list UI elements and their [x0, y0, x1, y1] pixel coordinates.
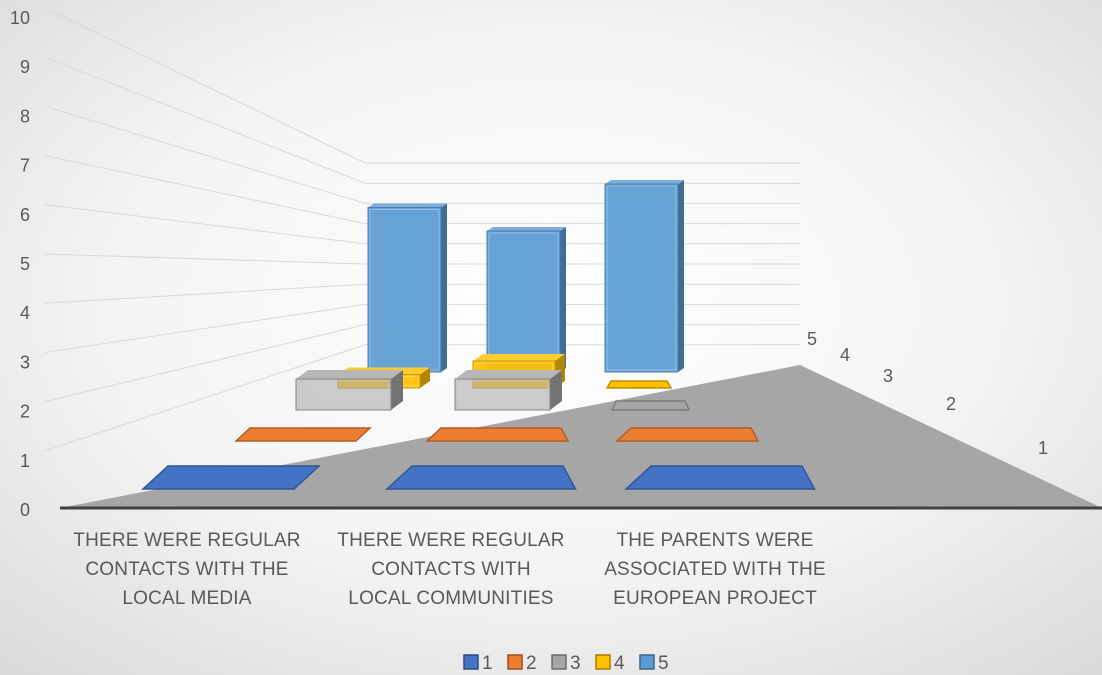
legend-item: 5 — [639, 653, 669, 674]
category-labels: THERE WERE REGULAR CONTACTS WITH THE LOCAL… — [73, 530, 826, 609]
depth-label: 1 — [1038, 438, 1048, 458]
bar-front — [604, 183, 679, 373]
bar-highlight — [606, 185, 677, 371]
bar-series-1 — [385, 465, 577, 490]
bar-footprint — [141, 465, 321, 490]
bar-series-2 — [615, 427, 760, 442]
bar-footprint — [615, 427, 760, 442]
category-label: CONTACTS WITH — [371, 559, 531, 580]
bar-side — [391, 370, 403, 410]
legend-swatch — [639, 654, 655, 670]
floor-plane — [60, 365, 1102, 508]
bar-footprint — [605, 380, 673, 389]
bar-top — [368, 203, 447, 208]
legend: 1 2 3 4 5 — [463, 653, 669, 674]
legend-item: 1 — [463, 653, 493, 674]
y-tick-label: 0 — [20, 500, 30, 520]
bar-footprint — [385, 465, 577, 490]
bar-side — [550, 370, 562, 410]
y-tick-label: 8 — [20, 106, 30, 126]
category-label: ASSOCIATED WITH THE — [604, 559, 826, 580]
bar-front — [454, 378, 551, 411]
legend-label: 4 — [614, 653, 625, 674]
bar-top — [455, 370, 562, 379]
bar-front — [367, 207, 442, 373]
y-tick-label: 6 — [20, 205, 30, 225]
bar-top — [605, 180, 684, 184]
legend-label: 3 — [570, 653, 581, 674]
y-tick-label: 1 — [20, 451, 30, 471]
category-label: EUROPEAN PROJECT — [613, 588, 817, 609]
bar-footprint — [234, 427, 372, 442]
legend-label: 2 — [526, 653, 537, 674]
legend-item: 2 — [507, 653, 537, 674]
y-tick-label: 4 — [20, 303, 30, 323]
bar-footprint — [425, 427, 570, 442]
bar-highlight — [456, 380, 549, 409]
depth-label: 4 — [840, 345, 850, 365]
bar-top — [487, 227, 566, 231]
bar-series-5 — [604, 180, 684, 373]
legend-label: 1 — [482, 653, 493, 674]
bar-series-2 — [234, 427, 372, 442]
category-label: CONTACTS WITH THE — [85, 559, 288, 580]
y-tick-label: 7 — [20, 156, 30, 176]
depth-axis-labels: 5 4 3 2 1 — [807, 329, 1048, 458]
y-axis-ticks: 0 1 2 3 4 5 6 7 8 9 10 — [10, 8, 30, 520]
category-label: LOCAL MEDIA — [122, 588, 251, 609]
bar-top — [296, 370, 403, 379]
gridline — [44, 7, 800, 164]
y-tick-label: 9 — [20, 57, 30, 77]
bar-front — [486, 230, 561, 373]
legend-swatch — [551, 654, 567, 670]
y-tick-label: 2 — [20, 402, 30, 422]
category-label: THERE WERE REGULAR — [73, 530, 300, 551]
y-tick-label: 10 — [10, 8, 30, 28]
bar-series-1 — [624, 465, 816, 490]
bar-footprint — [610, 400, 691, 411]
legend-swatch — [463, 654, 479, 670]
category-label: THERE WERE REGULAR — [337, 530, 564, 551]
bar-series-4 — [605, 380, 673, 389]
legend-label: 5 — [658, 653, 669, 674]
legend-item: 4 — [595, 653, 625, 674]
category-label: THE PARENTS WERE — [616, 530, 813, 551]
y-tick-label: 5 — [20, 254, 30, 274]
legend-swatch — [507, 654, 523, 670]
bar-series-5 — [486, 227, 566, 373]
depth-label: 2 — [946, 394, 956, 414]
category-label: LOCAL COMMUNITIES — [348, 588, 553, 609]
bar-footprint — [624, 465, 816, 490]
bar-side — [678, 180, 684, 372]
bar-side — [420, 367, 430, 388]
depth-label: 3 — [883, 366, 893, 386]
bar-series-1 — [141, 465, 321, 490]
legend-swatch — [595, 654, 611, 670]
y-tick-label: 3 — [20, 352, 30, 372]
bar-series-5 — [367, 203, 447, 373]
bar-series-3 — [610, 400, 691, 411]
bars — [141, 180, 816, 490]
bar-front — [295, 378, 392, 411]
bar-side — [441, 203, 447, 372]
bar-side — [560, 227, 566, 372]
bar-series-3 — [295, 370, 403, 411]
legend-item: 3 — [551, 653, 581, 674]
bar-series-3 — [454, 370, 562, 411]
bar-series-2 — [425, 427, 570, 442]
depth-label: 5 — [807, 329, 817, 349]
bar-highlight — [297, 380, 390, 409]
bar-top — [473, 354, 565, 361]
